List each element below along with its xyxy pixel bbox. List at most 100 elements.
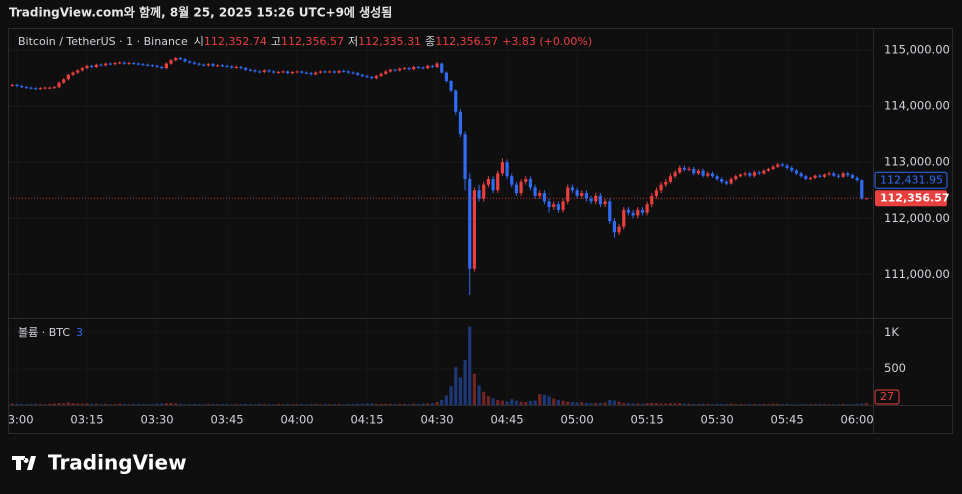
candle-body (164, 63, 168, 69)
x-tick-label: 04:00 (280, 413, 313, 427)
candle-body (650, 195, 654, 205)
volume-bar (435, 402, 439, 405)
volume-bar (323, 404, 327, 405)
volume-bar (724, 404, 729, 405)
candle-body (631, 212, 635, 216)
volume-bar (141, 404, 145, 405)
volume-bar (356, 403, 360, 405)
volume-bar (575, 402, 579, 405)
y-tick-label: 114,000.00 (884, 99, 950, 113)
candle-body (841, 173, 845, 177)
volume-bar (440, 399, 444, 405)
candle-body (20, 86, 24, 88)
volume-bar (734, 403, 738, 405)
candle-body (374, 75, 378, 79)
candle-body (225, 65, 229, 67)
candle-body (603, 201, 607, 205)
volume-bar (533, 400, 537, 405)
candle-body (850, 175, 855, 178)
volume-bar (346, 403, 350, 405)
volume-bar (267, 404, 271, 405)
volume-bar (178, 403, 182, 405)
candle-body (659, 184, 663, 191)
volume-bar (258, 403, 262, 405)
volume-bar (122, 403, 126, 405)
candle-body (10, 84, 14, 86)
candle-body (706, 173, 710, 176)
volume-bar (650, 402, 654, 405)
candle-body (76, 70, 80, 73)
candle-body (748, 173, 752, 176)
volume-bar (281, 404, 285, 405)
volume-bar (337, 404, 341, 405)
volume-bar (160, 403, 164, 405)
volume-bar (342, 404, 346, 405)
volume-bar (146, 404, 150, 405)
volume-bar (118, 403, 122, 405)
volume-bar (290, 404, 294, 405)
volume-bar (444, 395, 449, 405)
volume-bar (780, 404, 785, 405)
candle-body (589, 198, 593, 202)
candle-body (463, 134, 467, 180)
candle-body (388, 69, 392, 72)
candle-body (57, 82, 61, 88)
candle-body (113, 63, 117, 65)
volume-tick-label: 1K (884, 325, 899, 339)
candle-body (608, 201, 612, 222)
candle-body (206, 64, 210, 66)
candle-body (626, 209, 631, 213)
volume-bar (570, 402, 575, 405)
volume-bar (510, 399, 514, 405)
volume-bar (239, 404, 243, 405)
candle-body (160, 66, 164, 69)
volume-bar (407, 404, 411, 405)
candle-body (365, 75, 369, 78)
candle-body (15, 84, 19, 87)
volume-bar (682, 403, 687, 405)
volume-bar (608, 399, 612, 405)
candle-body (211, 64, 215, 66)
volume-bar (108, 404, 112, 405)
volume-bar (701, 403, 705, 405)
candle-body (822, 174, 827, 177)
logo-icon (12, 456, 36, 470)
candle-body (136, 63, 140, 65)
candle-body (766, 168, 771, 171)
volume-bar (603, 402, 607, 405)
candle-body (701, 170, 705, 176)
volume-bar (752, 403, 757, 405)
x-tick-label: 06:00 (841, 413, 874, 427)
volume-bar (524, 402, 528, 405)
volume-bar (589, 403, 593, 405)
volume-bar (538, 394, 542, 405)
candle-body (80, 68, 84, 71)
volume-bar (169, 402, 173, 405)
candle-body (622, 209, 626, 227)
volume-bar (202, 404, 206, 405)
volume-bar (71, 402, 75, 405)
candle-body (332, 71, 336, 73)
volume-bar (136, 403, 140, 405)
ohlc-label: 종 (425, 35, 435, 48)
volume-bar (710, 404, 715, 405)
volume-bar (785, 403, 789, 405)
candle-body (244, 68, 248, 70)
candle-body (715, 176, 719, 180)
candle-body (682, 167, 687, 170)
volume-bar (379, 403, 383, 405)
volume-bar (29, 403, 33, 405)
volume-bar (827, 404, 831, 405)
volume-bar (696, 403, 701, 405)
candle-body (118, 62, 122, 64)
candle-body (430, 65, 434, 67)
candle-body (486, 179, 491, 185)
y-tick-label: 112,000.00 (884, 211, 950, 225)
candle-body (729, 179, 733, 184)
symbol-title: Bitcoin / TetherUS · 1 · Binance (18, 35, 188, 48)
candle-body (678, 167, 682, 173)
candle-body (724, 181, 729, 184)
candle-body (127, 63, 131, 65)
candle-body (468, 179, 472, 269)
volume-bar (295, 404, 299, 405)
